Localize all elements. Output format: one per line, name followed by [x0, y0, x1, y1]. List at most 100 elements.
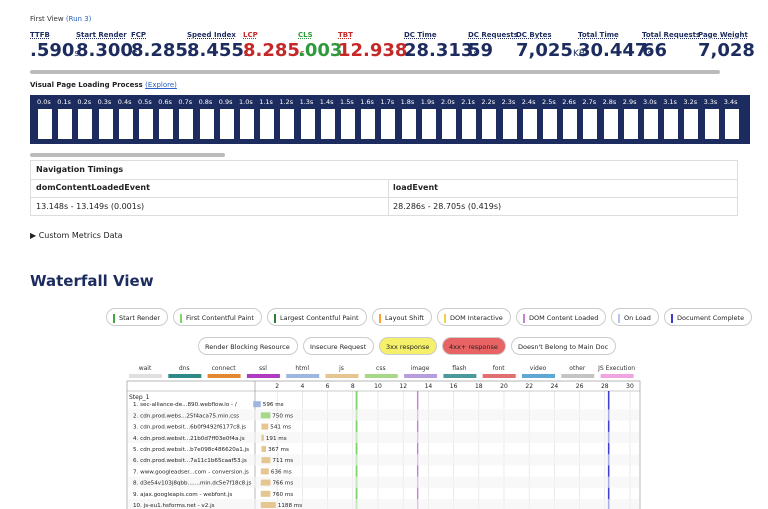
type-swatch: [168, 374, 202, 378]
frame-time: 2.1s: [461, 98, 475, 106]
frame-thumbnail[interactable]: [38, 109, 52, 139]
frame-thumbnail[interactable]: [118, 109, 133, 139]
frame-thumbnail[interactable]: [603, 109, 618, 139]
type-label: ssl: [259, 365, 267, 372]
run-link[interactable]: (Run 3): [65, 15, 92, 23]
duration-label: 760 ms: [272, 492, 293, 498]
run-heading: First View (Run 3): [30, 15, 91, 23]
frame-time: 2.0s: [441, 98, 455, 106]
request-bar: [260, 502, 276, 508]
frame-thumbnail[interactable]: [300, 109, 315, 139]
type-label: connect: [212, 365, 237, 372]
frame-thumbnail[interactable]: [219, 109, 234, 139]
metric-label: Speed Index: [187, 31, 236, 39]
tick-label: 14: [425, 383, 433, 390]
frame-time: 1.4s: [319, 98, 334, 106]
frame-thumbnail[interactable]: [684, 109, 699, 139]
metric-value: 7,028: [698, 40, 755, 61]
request-label[interactable]: 10. js-eu1.hsforms.net - v2.js: [133, 503, 215, 509]
frame-thumbnail[interactable]: [78, 109, 93, 139]
legend-label: Layout Shift: [385, 314, 424, 322]
frame-time: 1.5s: [340, 98, 354, 106]
frame-thumbnail[interactable]: [724, 109, 739, 139]
frame-thumbnail[interactable]: [644, 109, 658, 139]
metric-label: LCP: [243, 31, 258, 39]
frame-thumbnail[interactable]: [482, 109, 497, 139]
frame-thumbnail[interactable]: [159, 109, 174, 139]
request-label[interactable]: 2. cdn.prod.webs...25f4aca75.min.css: [133, 413, 239, 419]
legend-label: DOM Content Loaded: [529, 314, 599, 322]
frame-thumbnail[interactable]: [421, 109, 436, 139]
scrollbar[interactable]: [30, 153, 225, 157]
request-label[interactable]: 4. cdn.prod.websit...21b0d7ff03e0f4a.js: [133, 436, 245, 442]
frame-thumbnail[interactable]: [522, 109, 537, 139]
legend-label: Start Render: [119, 314, 161, 322]
frame-thumbnail[interactable]: [58, 109, 73, 139]
metric-unit: s: [647, 49, 653, 59]
request-label[interactable]: 3. cdn.prod.websit...6b0f9492f6177c8.js: [133, 425, 246, 431]
row-stripe: [128, 409, 639, 421]
tick-label: 10: [374, 383, 382, 390]
metric-label: FCP: [131, 31, 147, 39]
metric-value: 8.285s: [243, 40, 305, 61]
frame-time: 0.9s: [218, 98, 233, 106]
frame-thumbnail[interactable]: [361, 109, 376, 139]
frame-thumbnail[interactable]: [502, 109, 517, 139]
frame-thumbnail[interactable]: [442, 109, 456, 139]
tick-label: 8: [351, 383, 355, 390]
duration-label: 541 ms: [270, 425, 291, 431]
request-label[interactable]: 8. d3e54v103j8qbb.......min.dc5e7f18c8.j…: [133, 481, 252, 487]
frame-thumbnail[interactable]: [98, 109, 113, 139]
frame-thumbnail[interactable]: [139, 109, 153, 139]
row-stripe: [128, 476, 639, 488]
duration-label: 596 ms: [263, 402, 284, 408]
type-label: js: [338, 365, 344, 372]
frame-time: 1.0s: [239, 98, 253, 106]
frame-thumbnail[interactable]: [240, 109, 254, 139]
request-label[interactable]: 7. www.googleadser...com - conversion.js: [133, 469, 249, 475]
frame-time: 0.5s: [138, 98, 152, 106]
custom-metrics-toggle[interactable]: ▶ Custom Metrics Data: [30, 231, 123, 240]
legend-item: 3xx response: [379, 337, 438, 355]
tick-label: 12: [399, 383, 407, 390]
request-bar: [253, 401, 261, 408]
column-header: loadEvent: [393, 183, 438, 192]
frame-thumbnail[interactable]: [583, 109, 598, 139]
frame-thumbnail[interactable]: [280, 109, 295, 139]
tick-label: 2: [275, 383, 279, 390]
legend-item: DOM Content Loaded: [516, 308, 607, 326]
frame-time: 2.2s: [481, 98, 496, 106]
type-label: font: [493, 365, 506, 372]
frame-thumbnail[interactable]: [401, 109, 416, 139]
frame-thumbnail[interactable]: [320, 109, 335, 139]
frame-thumbnail[interactable]: [199, 109, 214, 139]
frame-thumbnail[interactable]: [664, 109, 679, 139]
frame-thumbnail[interactable]: [341, 109, 355, 139]
frame-thumbnail[interactable]: [260, 109, 275, 139]
frame-thumbnail[interactable]: [704, 109, 719, 139]
run-label: First View: [30, 15, 64, 23]
explore-link[interactable]: (Explore): [145, 81, 177, 89]
frame-thumbnail[interactable]: [623, 109, 638, 139]
type-label: image: [411, 365, 430, 372]
request-label[interactable]: 6. cdn.prod.websit...7a11c1b65caaf53.js: [133, 458, 247, 464]
frame-thumbnail[interactable]: [563, 109, 578, 139]
scrollbar[interactable]: [30, 70, 720, 74]
request-bar: [261, 423, 269, 430]
type-swatch: [129, 374, 162, 378]
frame-time: 2.5s: [542, 98, 556, 106]
table-title: Navigation Timings: [36, 165, 124, 174]
frame-thumbnail[interactable]: [179, 109, 194, 139]
frame-thumbnail[interactable]: [462, 109, 477, 139]
legend-item: On Load: [611, 308, 659, 326]
tick-label: 30: [626, 383, 634, 390]
request-label[interactable]: 1. sec-alliance-de...890.webflow.io - /: [133, 402, 237, 408]
request-label[interactable]: 9. ajax.googleapis.com - webfont.js: [133, 492, 232, 498]
metric-value: 59: [468, 40, 494, 61]
frame-thumbnail[interactable]: [381, 109, 396, 139]
request-bar: [260, 468, 269, 475]
duration-label: 1188 ms: [278, 503, 302, 509]
frame-thumbnail[interactable]: [543, 109, 557, 139]
request-label[interactable]: 5. cdn.prod.websit...b7e098c486620a1.js: [133, 447, 249, 453]
